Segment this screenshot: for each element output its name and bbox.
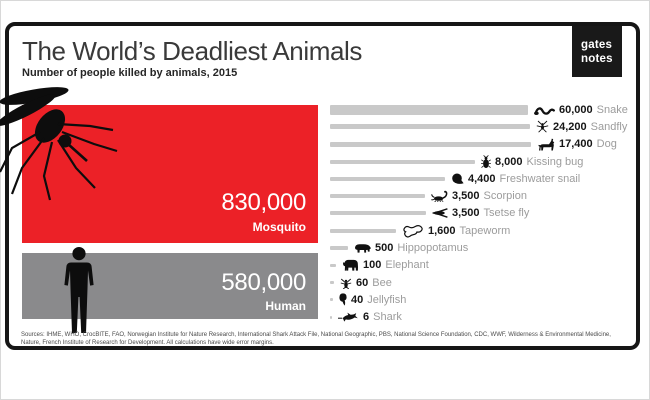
animal-name: Sandfly: [590, 120, 628, 133]
animal-bar: [330, 315, 332, 319]
animal-row: 500 Hippopotamus: [330, 239, 642, 256]
animal-row: 8,000 Kissing bug: [330, 153, 642, 170]
scorpion-icon: [431, 190, 448, 203]
animal-row: 40 Jellyfish: [330, 291, 642, 308]
animal-row: 3,500 Scorpion: [330, 187, 642, 204]
logo-line-notes: notes: [581, 52, 613, 65]
freshwater-snail-icon: [451, 173, 464, 185]
animal-row: 24,200 Sandfly: [330, 118, 642, 135]
animal-bar: [330, 228, 396, 233]
animal-name: Dog: [596, 138, 617, 151]
animal-name: Tsetse fly: [483, 207, 530, 220]
animal-bar: [330, 298, 333, 302]
animal-value: 60: [356, 276, 369, 289]
frame-border: [5, 22, 640, 350]
mosquito-label: Mosquito: [252, 220, 306, 234]
tsetse-fly-icon: [432, 208, 448, 219]
jellyfish-icon: [339, 293, 347, 307]
animal-value: 17,400: [559, 138, 593, 151]
sources-text: Sources: IHME, WHO, CrocBITE, FAO, Norwe…: [21, 332, 611, 347]
animal-name: Bee: [372, 276, 392, 289]
animal-rows: 60,000 Snake 24,200 Sandfly 17,400 Dog 8…: [330, 101, 642, 326]
logo-line-gates: gates: [581, 39, 613, 51]
animal-name: Hippopotamus: [397, 242, 469, 255]
animal-name: Tapeworm: [459, 224, 511, 237]
animal-value: 100: [363, 259, 382, 272]
human-label: Human: [265, 299, 306, 313]
page-title: The World’s Deadliest Animals: [22, 36, 363, 66]
elephant-icon: [342, 259, 359, 271]
animal-name: Jellyfish: [367, 293, 407, 306]
animal-row: 6 Shark: [330, 309, 642, 326]
animal-bar: [330, 124, 530, 130]
animal-row: 60,000 Snake: [330, 101, 642, 118]
human-bar: 580,000 Human: [22, 247, 318, 333]
animal-name: Snake: [596, 103, 628, 116]
animal-bar: [330, 104, 528, 115]
animal-value: 40: [351, 293, 364, 306]
animal-row: 1,600 Tapeworm: [330, 222, 642, 239]
dog-icon: [537, 138, 555, 151]
mosquito-icon: [0, 87, 118, 201]
tapeworm-icon: [402, 224, 424, 238]
page-subtitle: Number of people killed by animals, 2015: [22, 67, 238, 79]
animal-value: 8,000: [495, 155, 523, 168]
animal-value: 24,200: [553, 120, 587, 133]
mosquito-value: 830,000: [221, 189, 306, 216]
animal-name: Shark: [373, 311, 402, 324]
animal-row: 3,500 Tsetse fly: [330, 205, 642, 222]
animal-bar: [330, 159, 475, 164]
animal-row: 100 Elephant: [330, 257, 642, 274]
animal-row: 4,400 Freshwater snail: [330, 170, 642, 187]
kissing-bug-icon: [481, 154, 491, 169]
human-icon: [64, 247, 94, 333]
animal-name: Kissing bug: [526, 155, 584, 168]
animal-value: 1,600: [428, 224, 456, 237]
animal-value: 500: [375, 242, 394, 255]
animal-bar: [330, 194, 425, 199]
animal-value: 3,500: [452, 207, 480, 220]
snake-icon: [534, 104, 555, 116]
animal-value: 4,400: [468, 172, 496, 185]
mosquito-bar: 830,000 Mosquito: [22, 105, 318, 243]
animal-name: Elephant: [385, 259, 429, 272]
shark-icon: [338, 312, 359, 322]
gates-notes-logo: gates notes: [572, 26, 622, 77]
animal-bar: [330, 141, 531, 147]
animal-bar: [330, 263, 336, 267]
animal-bar: [330, 176, 445, 181]
animal-name: Freshwater snail: [499, 172, 581, 185]
animal-value: 60,000: [559, 103, 593, 116]
sandfly-icon: [536, 120, 549, 133]
animal-value: 3,500: [452, 190, 480, 203]
animal-bar: [330, 281, 334, 285]
human-value: 580,000: [221, 269, 306, 296]
animal-bar: [330, 246, 348, 251]
animal-row: 17,400 Dog: [330, 136, 642, 153]
hippopotamus-icon: [354, 243, 371, 253]
animal-value: 6: [363, 311, 370, 324]
bee-icon: [340, 277, 352, 289]
animal-bar: [330, 211, 426, 216]
animal-row: 60 Bee: [330, 274, 642, 291]
animal-name: Scorpion: [483, 190, 527, 203]
